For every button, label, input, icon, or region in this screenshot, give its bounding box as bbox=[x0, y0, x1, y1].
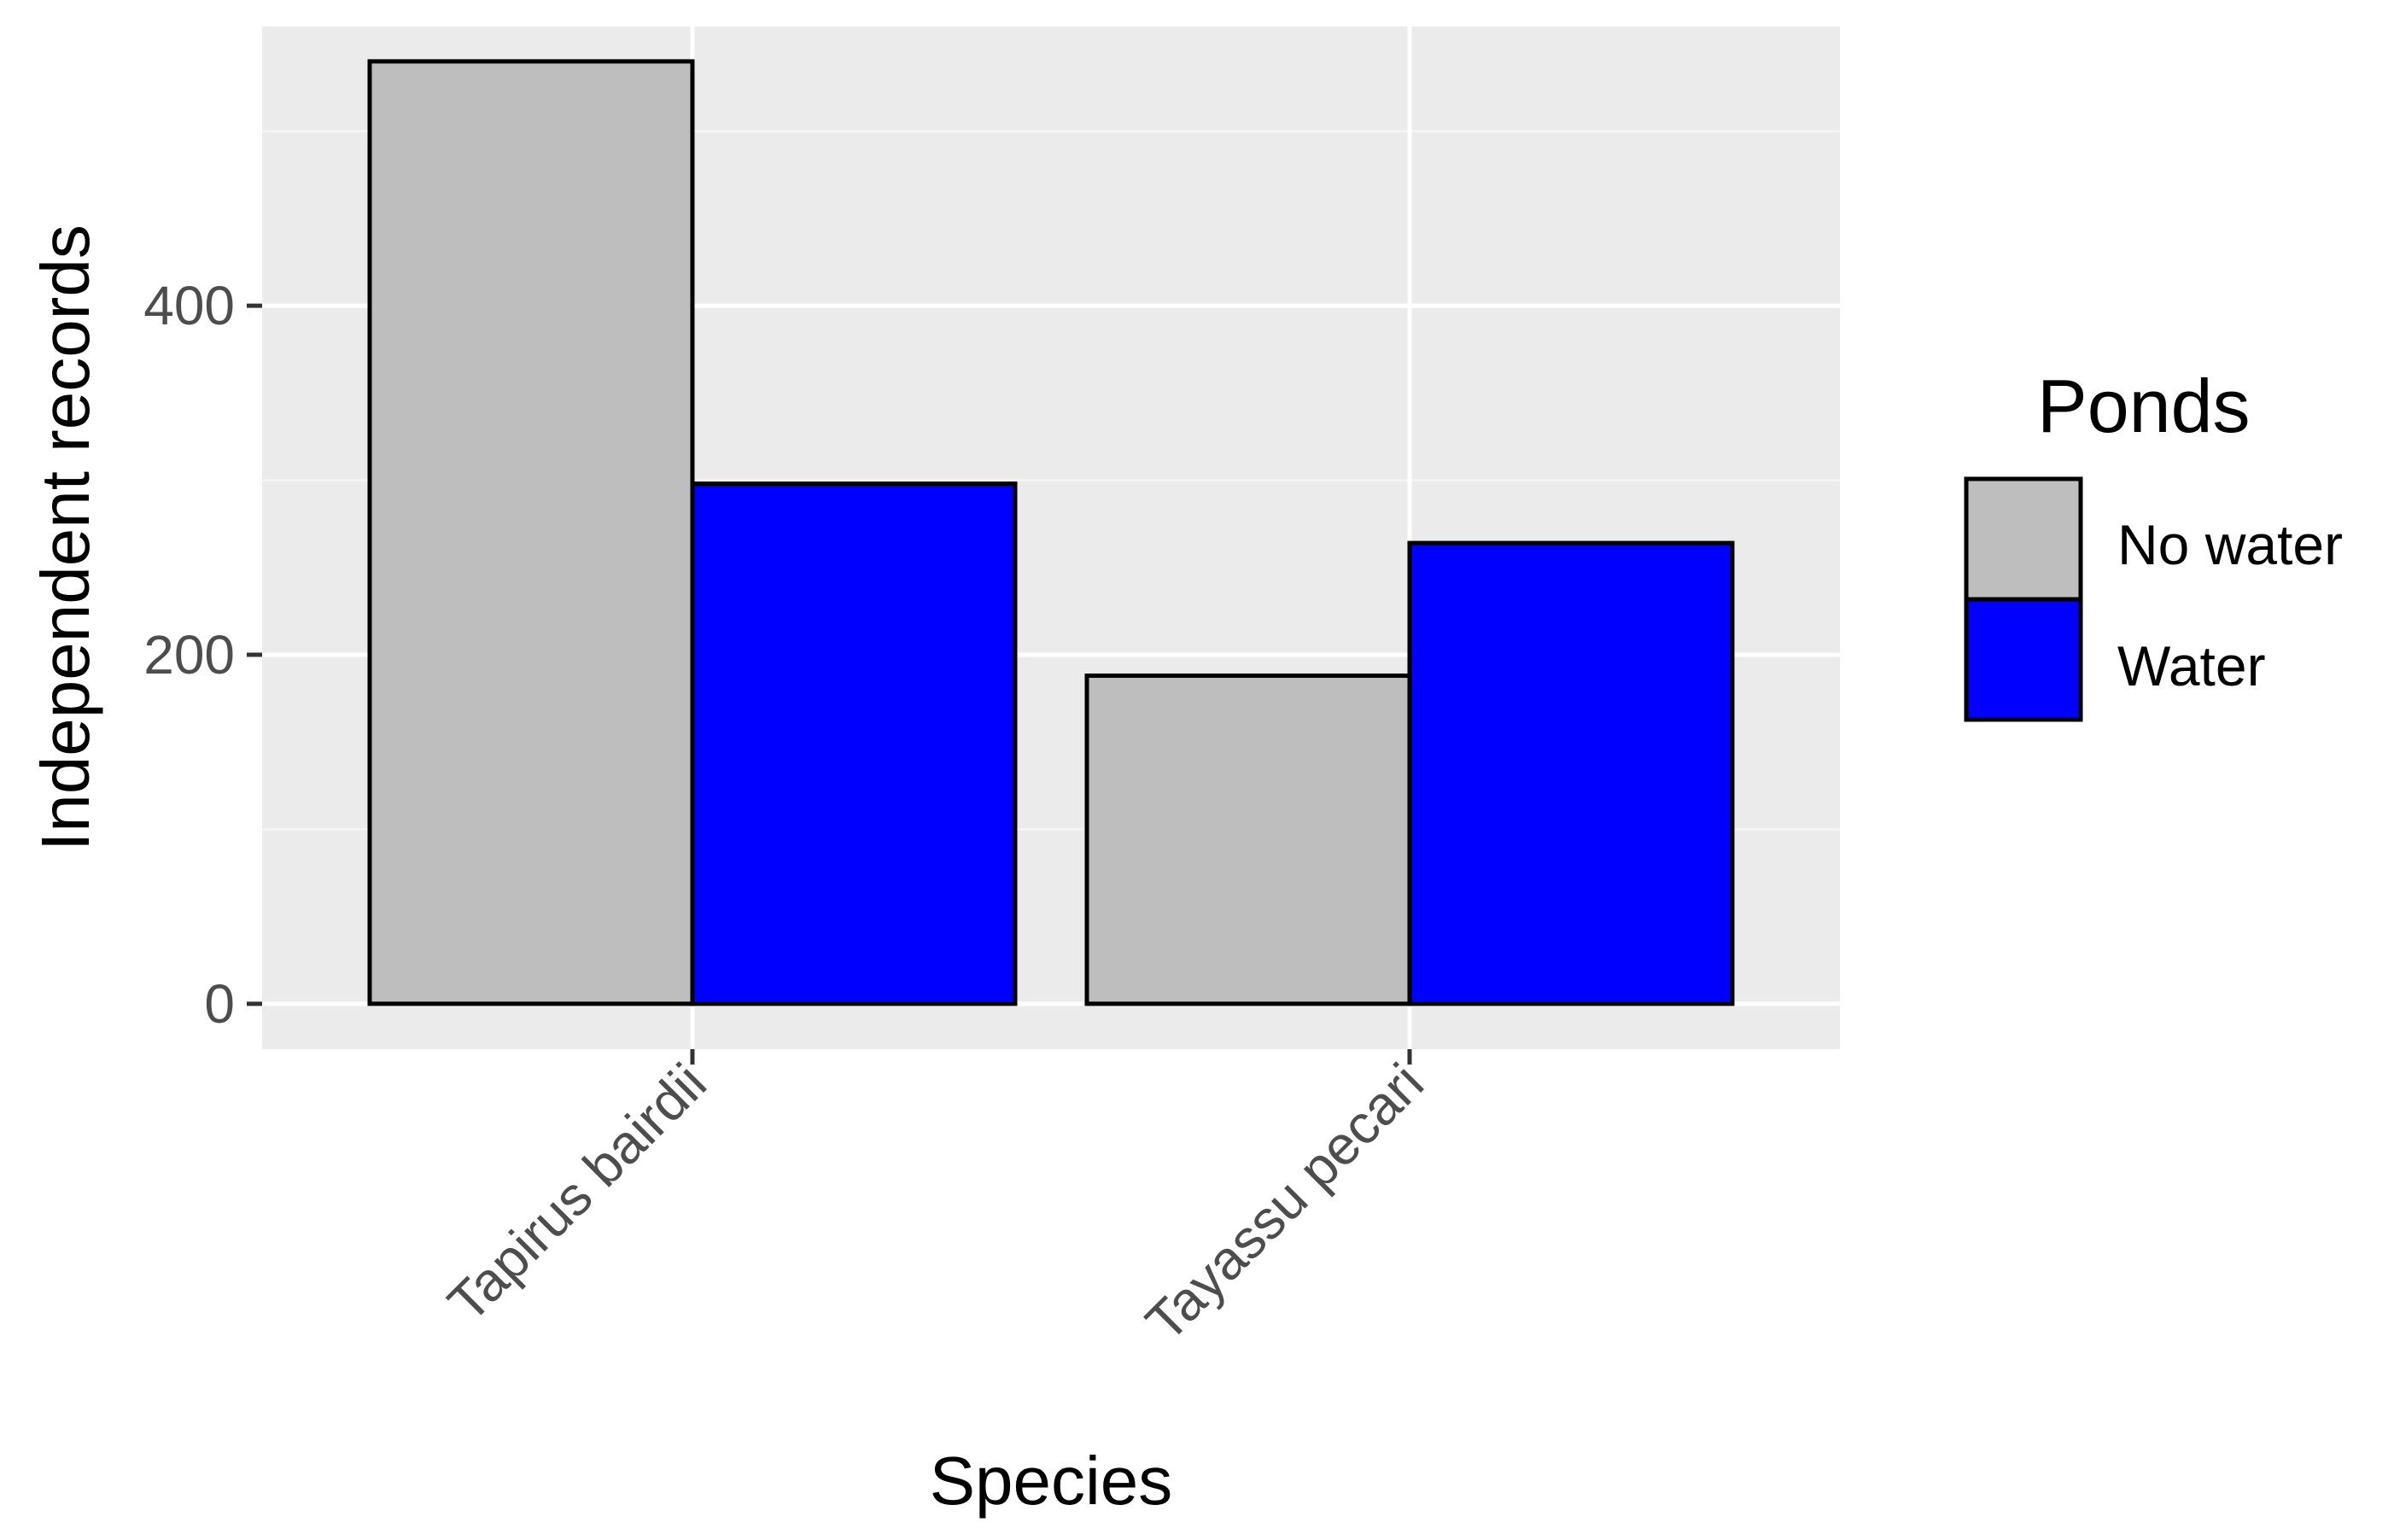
bar-no-water bbox=[1084, 674, 1412, 1006]
legend-label-no-water: No water bbox=[2117, 513, 2343, 576]
legend-title: Ponds bbox=[2037, 364, 2251, 448]
legend-key-water bbox=[1964, 597, 2083, 722]
legend: Ponds No water Water bbox=[1964, 364, 2343, 722]
legend-key-no-water bbox=[1964, 476, 2083, 602]
bar-water bbox=[690, 481, 1018, 1006]
y-tick-label: 200 bbox=[143, 624, 235, 685]
bars-group bbox=[367, 59, 1735, 1006]
bar-no-water bbox=[367, 59, 695, 1006]
y-tick-label: 0 bbox=[204, 973, 235, 1035]
bar-water bbox=[1407, 540, 1735, 1006]
x-tick-label: Tayassu pecari bbox=[1134, 1052, 1435, 1353]
x-tick-label: Tapirus bairdii bbox=[436, 1052, 718, 1333]
y-tick-label: 400 bbox=[143, 275, 235, 336]
y-axis-title: Independent records bbox=[27, 225, 103, 851]
x-axis-title: Species bbox=[930, 1443, 1173, 1519]
legend-label-water: Water bbox=[2117, 634, 2266, 697]
